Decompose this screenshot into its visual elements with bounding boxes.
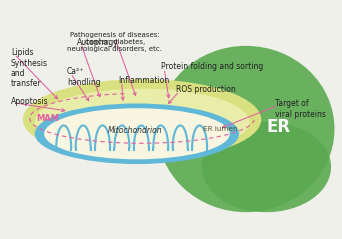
Text: ER lumen: ER lumen	[203, 125, 238, 131]
Text: ER: ER	[266, 118, 290, 136]
Ellipse shape	[23, 79, 261, 160]
Text: Mitochondrion: Mitochondrion	[108, 126, 162, 135]
Text: MAM: MAM	[37, 114, 60, 123]
Ellipse shape	[35, 103, 239, 164]
Text: Inflammation: Inflammation	[118, 76, 169, 85]
Text: Autophagy: Autophagy	[77, 38, 119, 47]
Text: Target of
viral proteins: Target of viral proteins	[275, 99, 326, 119]
Ellipse shape	[157, 46, 334, 212]
Ellipse shape	[202, 122, 331, 212]
Text: Pathogenesis of diseases:
cancer, diabetes,
neurological disorders, etc.: Pathogenesis of diseases: cancer, diabet…	[67, 32, 162, 52]
Text: Lipids
Synthesis
and
transfer: Lipids Synthesis and transfer	[11, 48, 48, 88]
Ellipse shape	[44, 108, 230, 159]
Text: Apoptosis: Apoptosis	[11, 97, 49, 106]
Text: Ca²⁺
handling: Ca²⁺ handling	[67, 67, 101, 87]
Text: Protein folding and sorting: Protein folding and sorting	[161, 62, 263, 71]
Text: ROS production: ROS production	[176, 85, 236, 94]
Ellipse shape	[35, 89, 249, 155]
